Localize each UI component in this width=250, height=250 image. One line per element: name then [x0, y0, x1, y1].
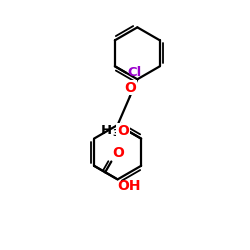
Text: O: O [124, 81, 136, 95]
Text: O: O [117, 124, 129, 138]
Text: O: O [112, 146, 124, 160]
Text: C: C [117, 124, 126, 137]
Text: H: H [100, 124, 112, 137]
Text: OH: OH [117, 180, 140, 194]
Text: 3: 3 [112, 129, 119, 138]
Text: Cl: Cl [127, 66, 141, 79]
